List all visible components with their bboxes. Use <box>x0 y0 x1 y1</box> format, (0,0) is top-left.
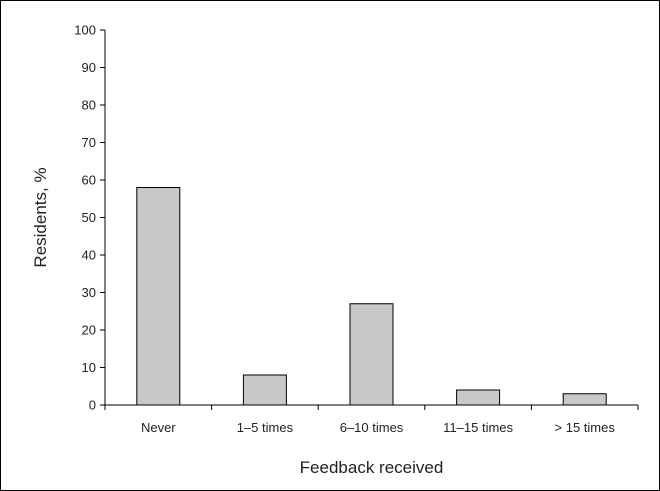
bar <box>562 393 607 406</box>
x-axis-title: Feedback received <box>300 458 444 477</box>
bar <box>456 389 501 406</box>
bars-group <box>136 187 607 406</box>
x-tick-label: Never <box>141 420 176 435</box>
y-tick-label: 50 <box>82 210 96 225</box>
y-tick-label: 60 <box>82 173 96 188</box>
bar <box>242 374 287 406</box>
x-axis: Never 1–5 times 6–10 times 11–15 times > 15 … <box>104 404 639 435</box>
y-tick-label: 90 <box>82 60 96 75</box>
bar <box>349 303 394 406</box>
y-tick-label: 80 <box>82 98 96 113</box>
y-tick-label: 30 <box>82 285 96 300</box>
x-tick-label: 11–15 times <box>443 420 513 435</box>
y-tick-label: 0 <box>89 398 96 413</box>
y-tick-label: 100 <box>74 23 96 38</box>
y-tick-label: 20 <box>82 323 96 338</box>
y-tick-label: 40 <box>82 248 96 263</box>
y-axis-title: Residents, % <box>31 167 50 267</box>
x-tick-label: 6–10 times <box>340 420 404 435</box>
y-axis: 0 10 20 30 40 50 60 70 80 90 100 <box>74 23 106 413</box>
y-tick-label: 10 <box>82 360 96 375</box>
y-tick-label: 70 <box>82 135 96 150</box>
x-tick-label: 1–5 times <box>237 420 294 435</box>
bar <box>136 187 181 406</box>
x-tick-label: > 15 times <box>555 420 616 435</box>
